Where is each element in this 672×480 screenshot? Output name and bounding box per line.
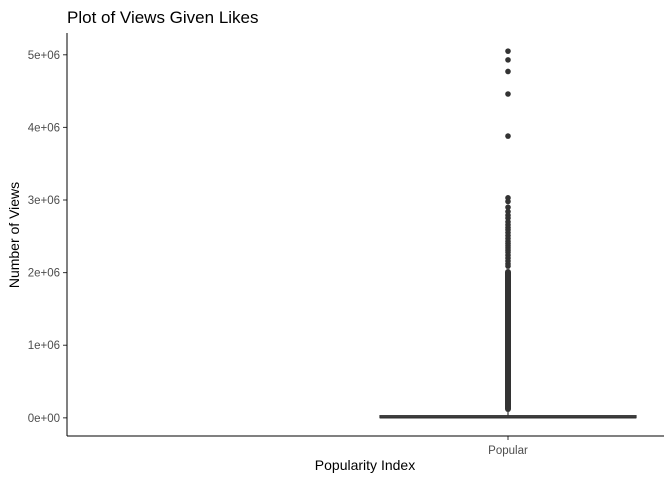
y-tick-label: 5e+06 <box>28 50 60 62</box>
outlier-point <box>505 57 511 63</box>
outlier-point <box>505 48 511 54</box>
outlier-point <box>505 198 511 205</box>
chart-title: Plot of Views Given Likes <box>67 8 259 27</box>
y-tick-label: 3e+06 <box>28 195 60 207</box>
y-axis-title: Number of Views <box>6 182 22 288</box>
y-tick-label: 4e+06 <box>28 122 60 134</box>
outlier-band <box>505 268 511 413</box>
y-tick-label: 1e+06 <box>28 340 60 352</box>
outlier-point <box>505 68 511 75</box>
outlier-point <box>505 263 511 269</box>
x-tick-label: Popular <box>488 445 528 457</box>
outlier-points <box>505 48 511 413</box>
y-tick-label: 0e+00 <box>28 413 60 425</box>
outlier-point <box>505 204 511 211</box>
outlier-point <box>505 91 511 97</box>
y-tick-label: 2e+06 <box>28 268 60 280</box>
outlier-point <box>505 133 511 139</box>
x-axis-ticks: Popular <box>488 436 528 457</box>
box-group <box>379 412 637 419</box>
y-axis-ticks: 0e+00 1e+06 2e+06 3e+06 4e+06 5e+06 <box>28 50 67 425</box>
x-axis-title: Popularity Index <box>315 457 415 473</box>
